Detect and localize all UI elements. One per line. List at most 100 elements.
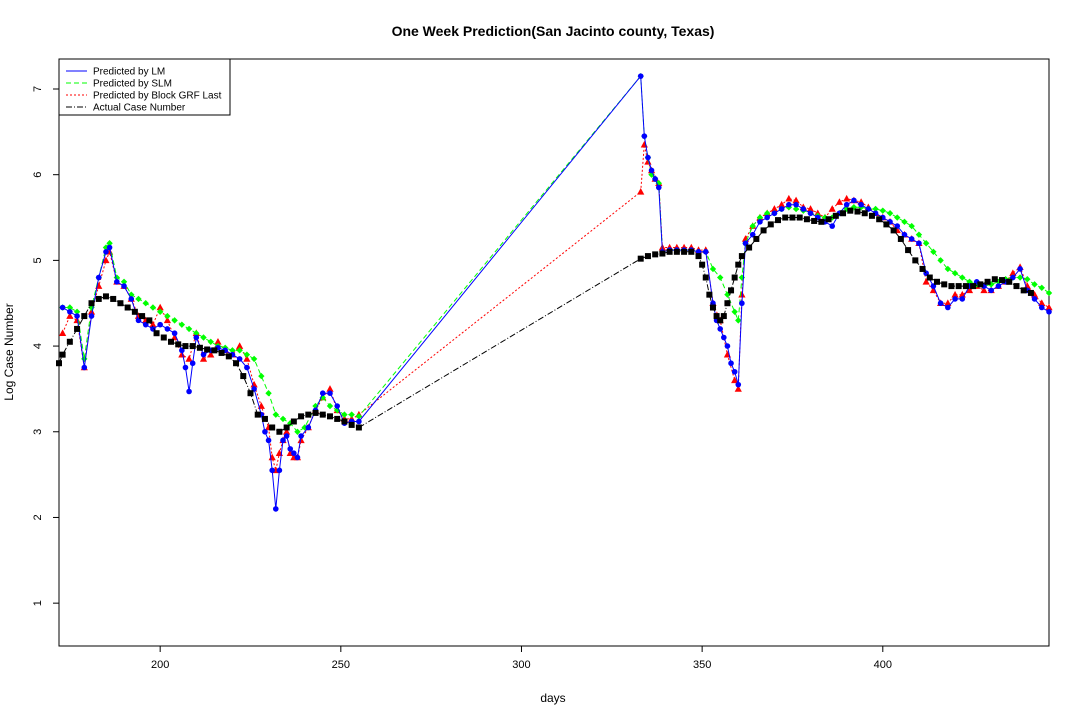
y-tick-label: 7 [32, 86, 44, 92]
data-point [146, 317, 153, 324]
data-point [807, 210, 814, 217]
data-point [182, 343, 189, 350]
x-axis: 200 250 300 350 400 [151, 646, 892, 671]
data-point [724, 343, 731, 349]
data-point [280, 437, 286, 444]
data-point [965, 286, 974, 294]
data-point [265, 437, 272, 444]
plot-frame [58, 58, 1050, 647]
data-point [995, 283, 1002, 289]
data-point [724, 300, 731, 307]
data-point [991, 276, 998, 283]
data-point [193, 330, 200, 337]
data-point [728, 287, 735, 294]
data-point [1027, 289, 1034, 296]
data-point [868, 212, 875, 219]
data-point [821, 214, 829, 221]
data-point [56, 360, 62, 367]
data-point [319, 411, 326, 418]
data-point [644, 253, 651, 260]
data-point [88, 300, 95, 307]
data-point [792, 196, 800, 204]
data-point [102, 244, 110, 251]
data-point [1009, 269, 1017, 277]
data-point [937, 300, 944, 307]
data-point [792, 205, 800, 213]
data-point [204, 346, 211, 353]
data-point [688, 248, 695, 255]
y-axis: 1 2 3 4 5 6 7 [32, 86, 59, 606]
data-point [749, 222, 756, 230]
data-point [916, 240, 922, 247]
data-point [164, 312, 171, 320]
data-point [835, 198, 844, 205]
data-point [951, 290, 959, 298]
data-point [959, 274, 966, 281]
data-point [641, 133, 648, 139]
x-tick-label: 300 [512, 659, 530, 671]
data-point [637, 73, 644, 79]
series-actual-case-number [56, 207, 1034, 435]
data-point [348, 411, 355, 418]
data-point [305, 424, 312, 431]
data-point [95, 282, 103, 289]
data-point [272, 506, 279, 512]
data-point [178, 321, 186, 328]
data-point [738, 274, 746, 281]
data-point [735, 317, 742, 324]
data-point [930, 248, 937, 256]
series-line-actual-case-number [58, 210, 1032, 433]
data-point [74, 325, 81, 332]
data-point [218, 349, 225, 356]
data-point [319, 390, 326, 397]
data-point [95, 274, 102, 281]
data-point [746, 244, 753, 251]
data-point [59, 304, 66, 311]
data-point [786, 201, 792, 208]
data-point [977, 281, 984, 288]
data-point [937, 257, 944, 264]
data-point [135, 295, 142, 303]
data-point [699, 261, 706, 268]
data-point [327, 390, 333, 397]
data-point [717, 326, 724, 332]
data-point [753, 235, 760, 242]
data-point [106, 240, 113, 247]
data-point [261, 415, 268, 422]
data-point [1045, 303, 1053, 311]
data-point [731, 308, 738, 315]
x-tick-label: 400 [874, 659, 892, 671]
data-point [157, 321, 163, 328]
data-point [908, 236, 915, 242]
data-point [185, 325, 193, 333]
data-point [1038, 299, 1046, 307]
data-point [290, 418, 297, 425]
data-point [922, 278, 930, 285]
data-point [74, 313, 80, 319]
data-point [728, 360, 734, 367]
data-point [128, 296, 135, 302]
data-point [756, 214, 764, 221]
data-point [193, 334, 200, 341]
data-point [648, 171, 655, 178]
data-point [843, 205, 850, 213]
data-point [771, 210, 778, 217]
data-point [948, 283, 955, 290]
data-point [214, 337, 222, 345]
data-point [832, 212, 839, 219]
x-tick-label: 250 [332, 659, 350, 671]
data-point [970, 283, 977, 290]
data-point [233, 360, 240, 367]
data-point [709, 265, 717, 273]
data-point [171, 317, 178, 324]
data-point [102, 293, 109, 300]
data-point [326, 402, 334, 410]
data-point [1046, 308, 1052, 315]
data-point [717, 317, 724, 324]
data-point [962, 283, 969, 290]
data-point [764, 214, 770, 221]
series-predicted-by-lm [59, 73, 1052, 512]
data-point [326, 413, 333, 420]
series-predicted-by-slm [59, 72, 1053, 435]
